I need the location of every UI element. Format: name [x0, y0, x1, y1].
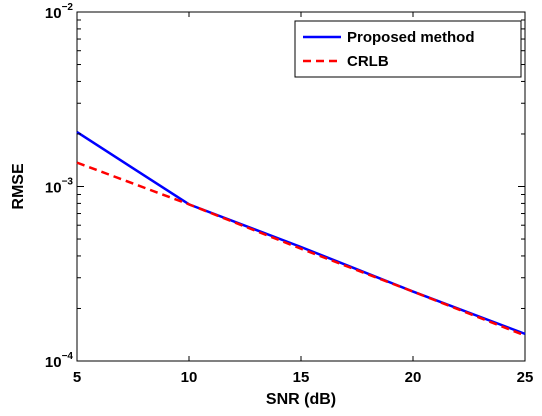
- x-axis-title: SNR (dB): [266, 391, 336, 408]
- y-tick-label: 10−3: [45, 177, 74, 197]
- legend: Proposed method CRLB: [294, 20, 522, 78]
- legend-label: CRLB: [347, 53, 389, 70]
- series-line-proposed-method: [76, 131, 526, 336]
- x-tick-label: 10: [181, 369, 198, 386]
- y-tick-label: 10−2: [45, 2, 74, 22]
- label-layer: 5 10 15 20 25 10−4 10−3 10−2: [45, 2, 533, 386]
- x-tick-label: 15: [293, 369, 310, 386]
- series-line-crlb: [76, 161, 526, 337]
- legend-box: [294, 20, 522, 78]
- legend-label: Proposed method: [347, 29, 475, 46]
- y-axis-title: RMSE: [10, 163, 27, 210]
- x-tick-label: 5: [73, 369, 81, 386]
- x-tick-label: 20: [405, 369, 422, 386]
- series-layer: [76, 131, 526, 337]
- tick-layer: [76, 11, 526, 362]
- y-tick-label: 10−4: [45, 351, 74, 371]
- x-tick-label: 25: [517, 369, 534, 386]
